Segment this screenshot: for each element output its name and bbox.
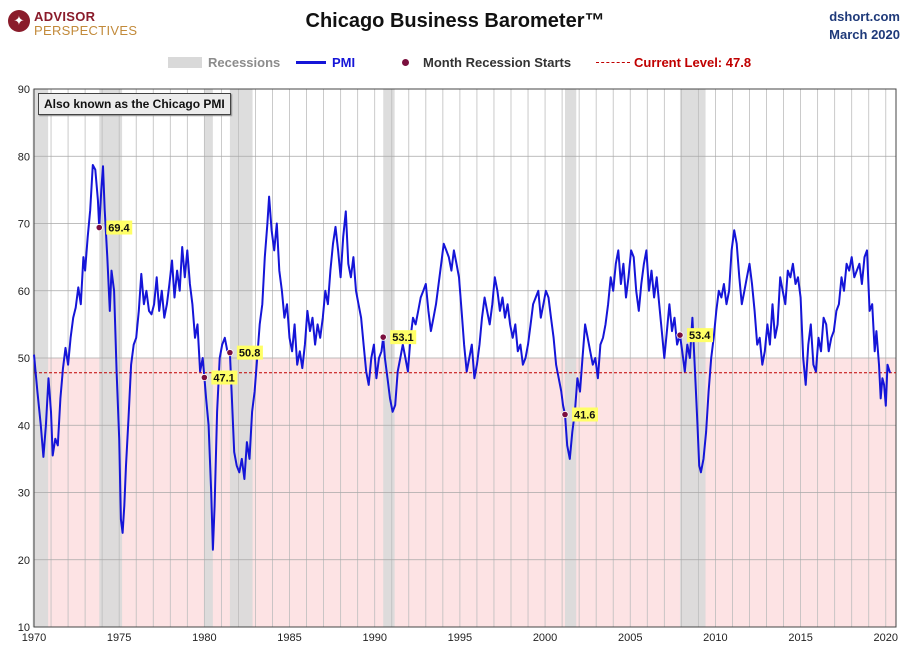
x-tick-label: 2005 xyxy=(618,632,642,644)
x-tick-label: 1990 xyxy=(362,632,386,644)
y-tick-label: 60 xyxy=(18,286,30,298)
y-tick-label: 50 xyxy=(18,353,30,365)
y-tick-label: 10 xyxy=(18,622,30,634)
legend-recession-start-label: Month Recession Starts xyxy=(423,54,572,70)
source-site: dshort.com xyxy=(829,9,900,24)
advisor-perspectives-logo: ✦ ADVISOR PERSPECTIVES xyxy=(8,8,138,38)
x-tick-label: 1975 xyxy=(107,632,131,644)
legend-recession-start: Month Recession Starts xyxy=(402,53,571,71)
y-tick-label: 40 xyxy=(18,420,30,432)
x-tick-label: 2020 xyxy=(874,632,898,644)
x-tick-label: 2010 xyxy=(703,632,727,644)
recession-start-label-bg xyxy=(571,407,598,422)
legend-current-level-label: Current Level: 47.8 xyxy=(634,54,752,70)
x-tick-label: 2000 xyxy=(533,632,557,644)
recession-start-marker xyxy=(226,349,234,357)
y-tick-label: 70 xyxy=(18,219,30,231)
x-tick-label: 2015 xyxy=(788,632,812,644)
recession-start-label-bg xyxy=(211,370,238,385)
recession-start-label: 47.1 xyxy=(213,373,234,385)
legend-pmi-line xyxy=(296,60,326,64)
recession-start-label: 50.8 xyxy=(239,348,260,360)
pmi-series-line xyxy=(33,164,891,551)
y-tick-label: 30 xyxy=(18,488,30,500)
y-tick-label: 80 xyxy=(18,151,30,163)
legend-recession-start-dot xyxy=(402,58,409,66)
logo-line2: PERSPECTIVES xyxy=(34,23,138,38)
x-tick-label: 1980 xyxy=(192,632,216,644)
recession-start-marker xyxy=(561,410,569,419)
recession-start-label: 41.6 xyxy=(574,409,595,421)
recession-start-label: 53.4 xyxy=(689,330,711,342)
source-date: March 2020 xyxy=(829,27,900,42)
legend-current-level: Current Level: 47.8 xyxy=(596,53,751,71)
x-tick-label: 1970 xyxy=(22,632,46,644)
recession-start-label-bg xyxy=(686,328,713,343)
y-tick-label: 20 xyxy=(18,555,30,567)
recession-start-label-bg xyxy=(236,345,263,360)
recession-start-label-bg xyxy=(390,330,417,345)
legend-pmi-label: PMI xyxy=(332,54,356,70)
recession-start-label: 53.1 xyxy=(392,332,413,344)
x-tick-label: 1985 xyxy=(277,632,301,644)
recession-start-label-bg xyxy=(106,220,133,235)
recession-start-marker xyxy=(200,373,208,382)
y-tick-label: 90 xyxy=(18,84,30,96)
legend-pmi: PMI xyxy=(296,53,355,71)
legend-current-level-line xyxy=(596,61,630,63)
source-block: dshort.com March 2020 xyxy=(829,8,900,44)
legend-recessions: Recessions xyxy=(168,53,280,71)
chart-title: Chicago Business Barometer™ xyxy=(305,10,605,32)
legend-recessions-label: Recessions xyxy=(208,54,281,70)
chart-note: Also known as the Chicago PMI xyxy=(38,93,231,115)
recession-start-marker xyxy=(95,223,103,232)
recession-start-label: 69.4 xyxy=(108,223,130,235)
recession-start-marker xyxy=(379,333,387,341)
legend-recession-swatch xyxy=(168,56,202,68)
recession-start-marker xyxy=(676,331,684,339)
compass-icon: ✦ xyxy=(8,10,30,32)
logo-line1: ADVISOR xyxy=(34,9,96,24)
x-tick-label: 1995 xyxy=(448,632,472,644)
